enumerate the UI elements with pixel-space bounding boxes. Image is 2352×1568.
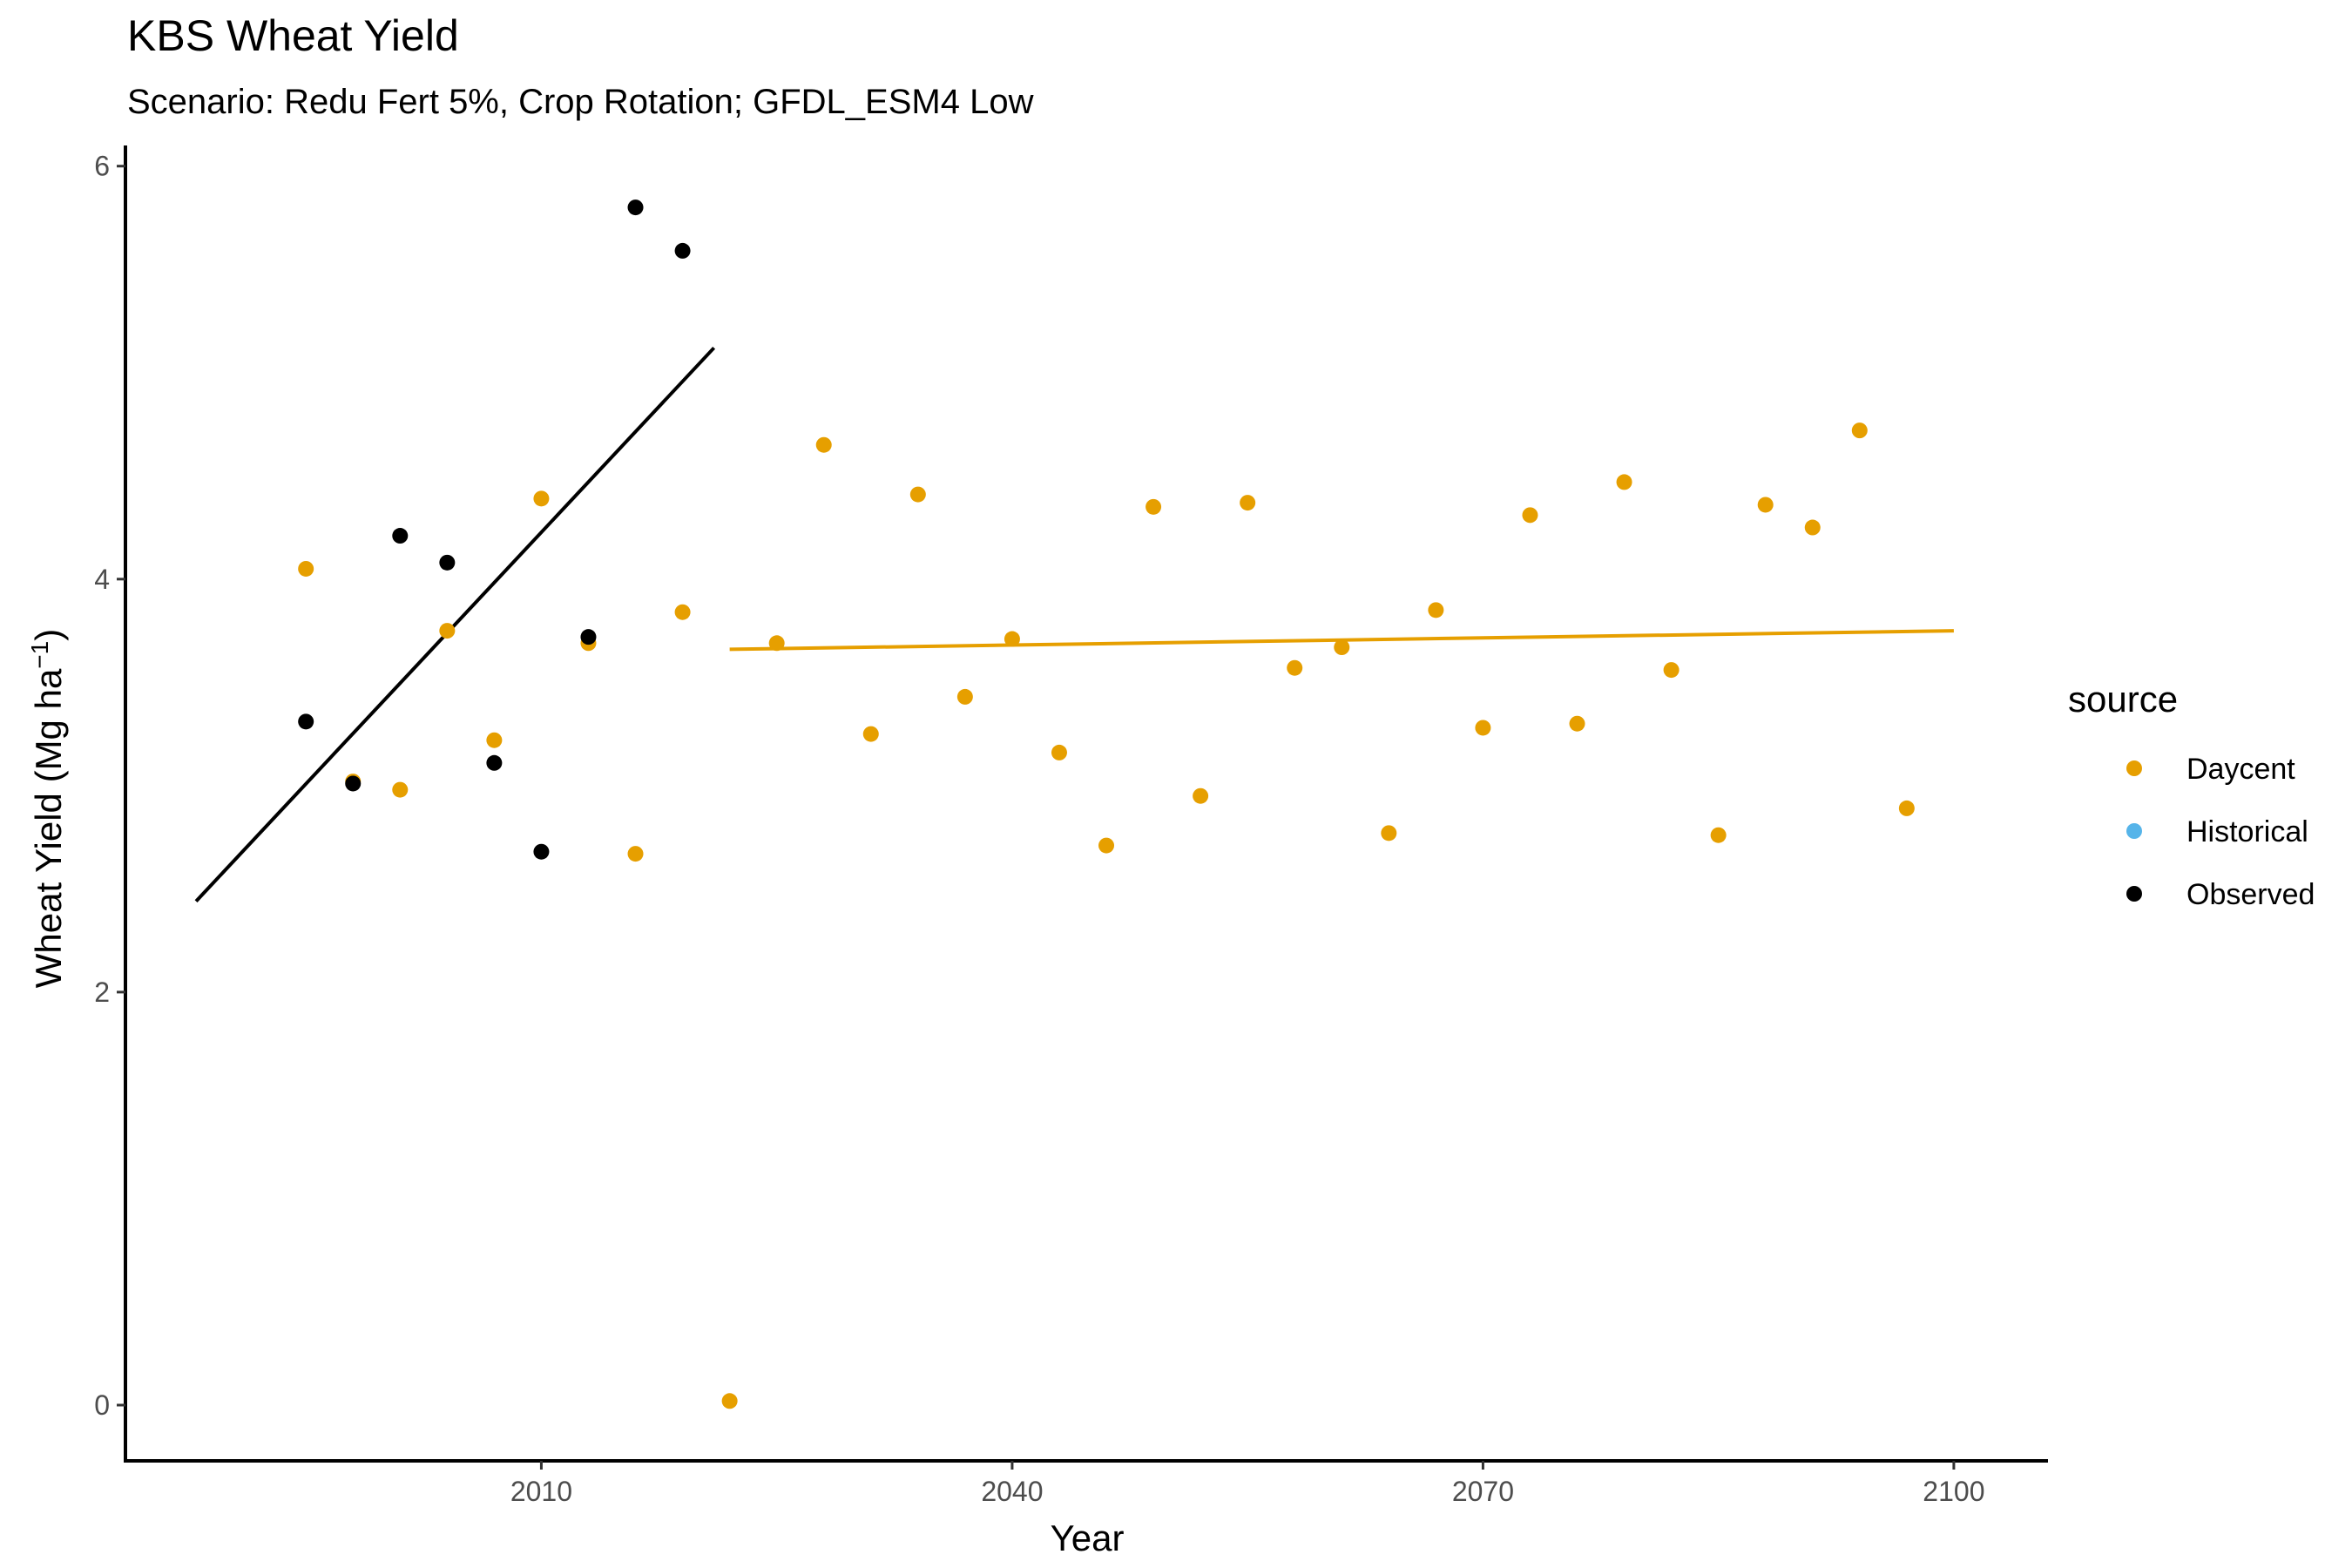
- point-daycent: [1522, 507, 1538, 524]
- point-daycent: [486, 732, 503, 748]
- legend-key-historical: [2126, 823, 2142, 839]
- legend-title: source: [2068, 679, 2178, 720]
- y-tick-label: 2: [94, 977, 110, 1008]
- point-daycent: [956, 688, 973, 705]
- point-daycent: [768, 635, 785, 652]
- x-axis-title: Year: [1051, 1517, 1125, 1558]
- point-daycent: [909, 486, 926, 503]
- legend-entries: Daycent Historical Observed: [2126, 753, 2315, 911]
- y-tick-label: 6: [94, 151, 110, 182]
- point-daycent: [1146, 498, 1162, 515]
- point-daycent: [627, 846, 644, 862]
- point-daycent: [1710, 827, 1727, 843]
- data-points: [298, 199, 1915, 1409]
- point-daycent: [439, 623, 456, 639]
- y-tick-label: 0: [94, 1389, 110, 1421]
- x-ticks: 2010 2040 2070 2100: [510, 1461, 1984, 1507]
- point-observed: [580, 629, 597, 645]
- point-daycent: [392, 781, 409, 798]
- point-observed: [392, 528, 409, 544]
- point-daycent: [1334, 639, 1350, 656]
- y-tick-label: 4: [94, 564, 110, 595]
- point-observed: [486, 754, 503, 771]
- point-observed: [439, 554, 456, 571]
- x-tick-label: 2040: [981, 1476, 1043, 1507]
- point-daycent: [1616, 474, 1632, 490]
- legend-label-historical: Historical: [2186, 815, 2308, 848]
- point-observed: [533, 843, 550, 860]
- point-daycent: [1004, 631, 1020, 647]
- point-daycent: [1851, 422, 1868, 439]
- y-axis-title-close: ): [28, 629, 69, 641]
- chart-title: KBS Wheat Yield: [127, 11, 459, 60]
- point-daycent: [1804, 519, 1821, 536]
- point-daycent: [533, 490, 550, 507]
- point-daycent: [721, 1393, 738, 1409]
- point-daycent: [1098, 837, 1115, 854]
- x-tick-label: 2070: [1452, 1476, 1514, 1507]
- point-observed: [674, 242, 691, 259]
- point-daycent: [1569, 715, 1585, 732]
- y-axis-title-superscript: −1: [26, 641, 53, 669]
- legend: source Daycent Historical Observed: [2068, 679, 2315, 911]
- point-daycent: [1287, 659, 1303, 676]
- point-observed: [345, 775, 362, 792]
- x-tick-label: 2010: [510, 1476, 572, 1507]
- point-daycent: [1475, 720, 1491, 736]
- point-daycent: [1240, 495, 1256, 511]
- trend-line-observed: [194, 346, 716, 902]
- legend-key-observed: [2126, 886, 2142, 902]
- chart-subtitle: Scenario: Redu Fert 5%, Crop Rotation; G…: [127, 83, 1034, 121]
- point-daycent: [1051, 744, 1067, 760]
- point-daycent: [862, 726, 879, 742]
- point-daycent: [674, 604, 691, 620]
- trend-lines: [194, 346, 1954, 902]
- y-axis-title-main: Wheat Yield (Mg ha: [28, 668, 69, 988]
- legend-key-daycent: [2126, 760, 2142, 776]
- point-daycent: [1428, 602, 1444, 618]
- point-daycent: [1193, 787, 1209, 804]
- legend-label-daycent: Daycent: [2186, 753, 2295, 786]
- svg-text:Wheat Yield (Mg ha−1): Wheat Yield (Mg ha−1): [26, 629, 70, 988]
- point-daycent: [298, 560, 314, 577]
- point-daycent: [1663, 662, 1680, 679]
- legend-label-observed: Observed: [2186, 878, 2315, 911]
- y-axis-title: Wheat Yield (Mg ha−1): [26, 629, 70, 988]
- y-ticks: 0 2 4 6: [94, 151, 125, 1421]
- point-daycent: [1898, 800, 1915, 816]
- point-daycent: [1757, 497, 1774, 513]
- point-daycent: [1381, 825, 1397, 841]
- x-tick-label: 2100: [1923, 1476, 1984, 1507]
- point-daycent: [815, 436, 832, 453]
- point-observed: [298, 713, 314, 730]
- point-observed: [627, 199, 644, 216]
